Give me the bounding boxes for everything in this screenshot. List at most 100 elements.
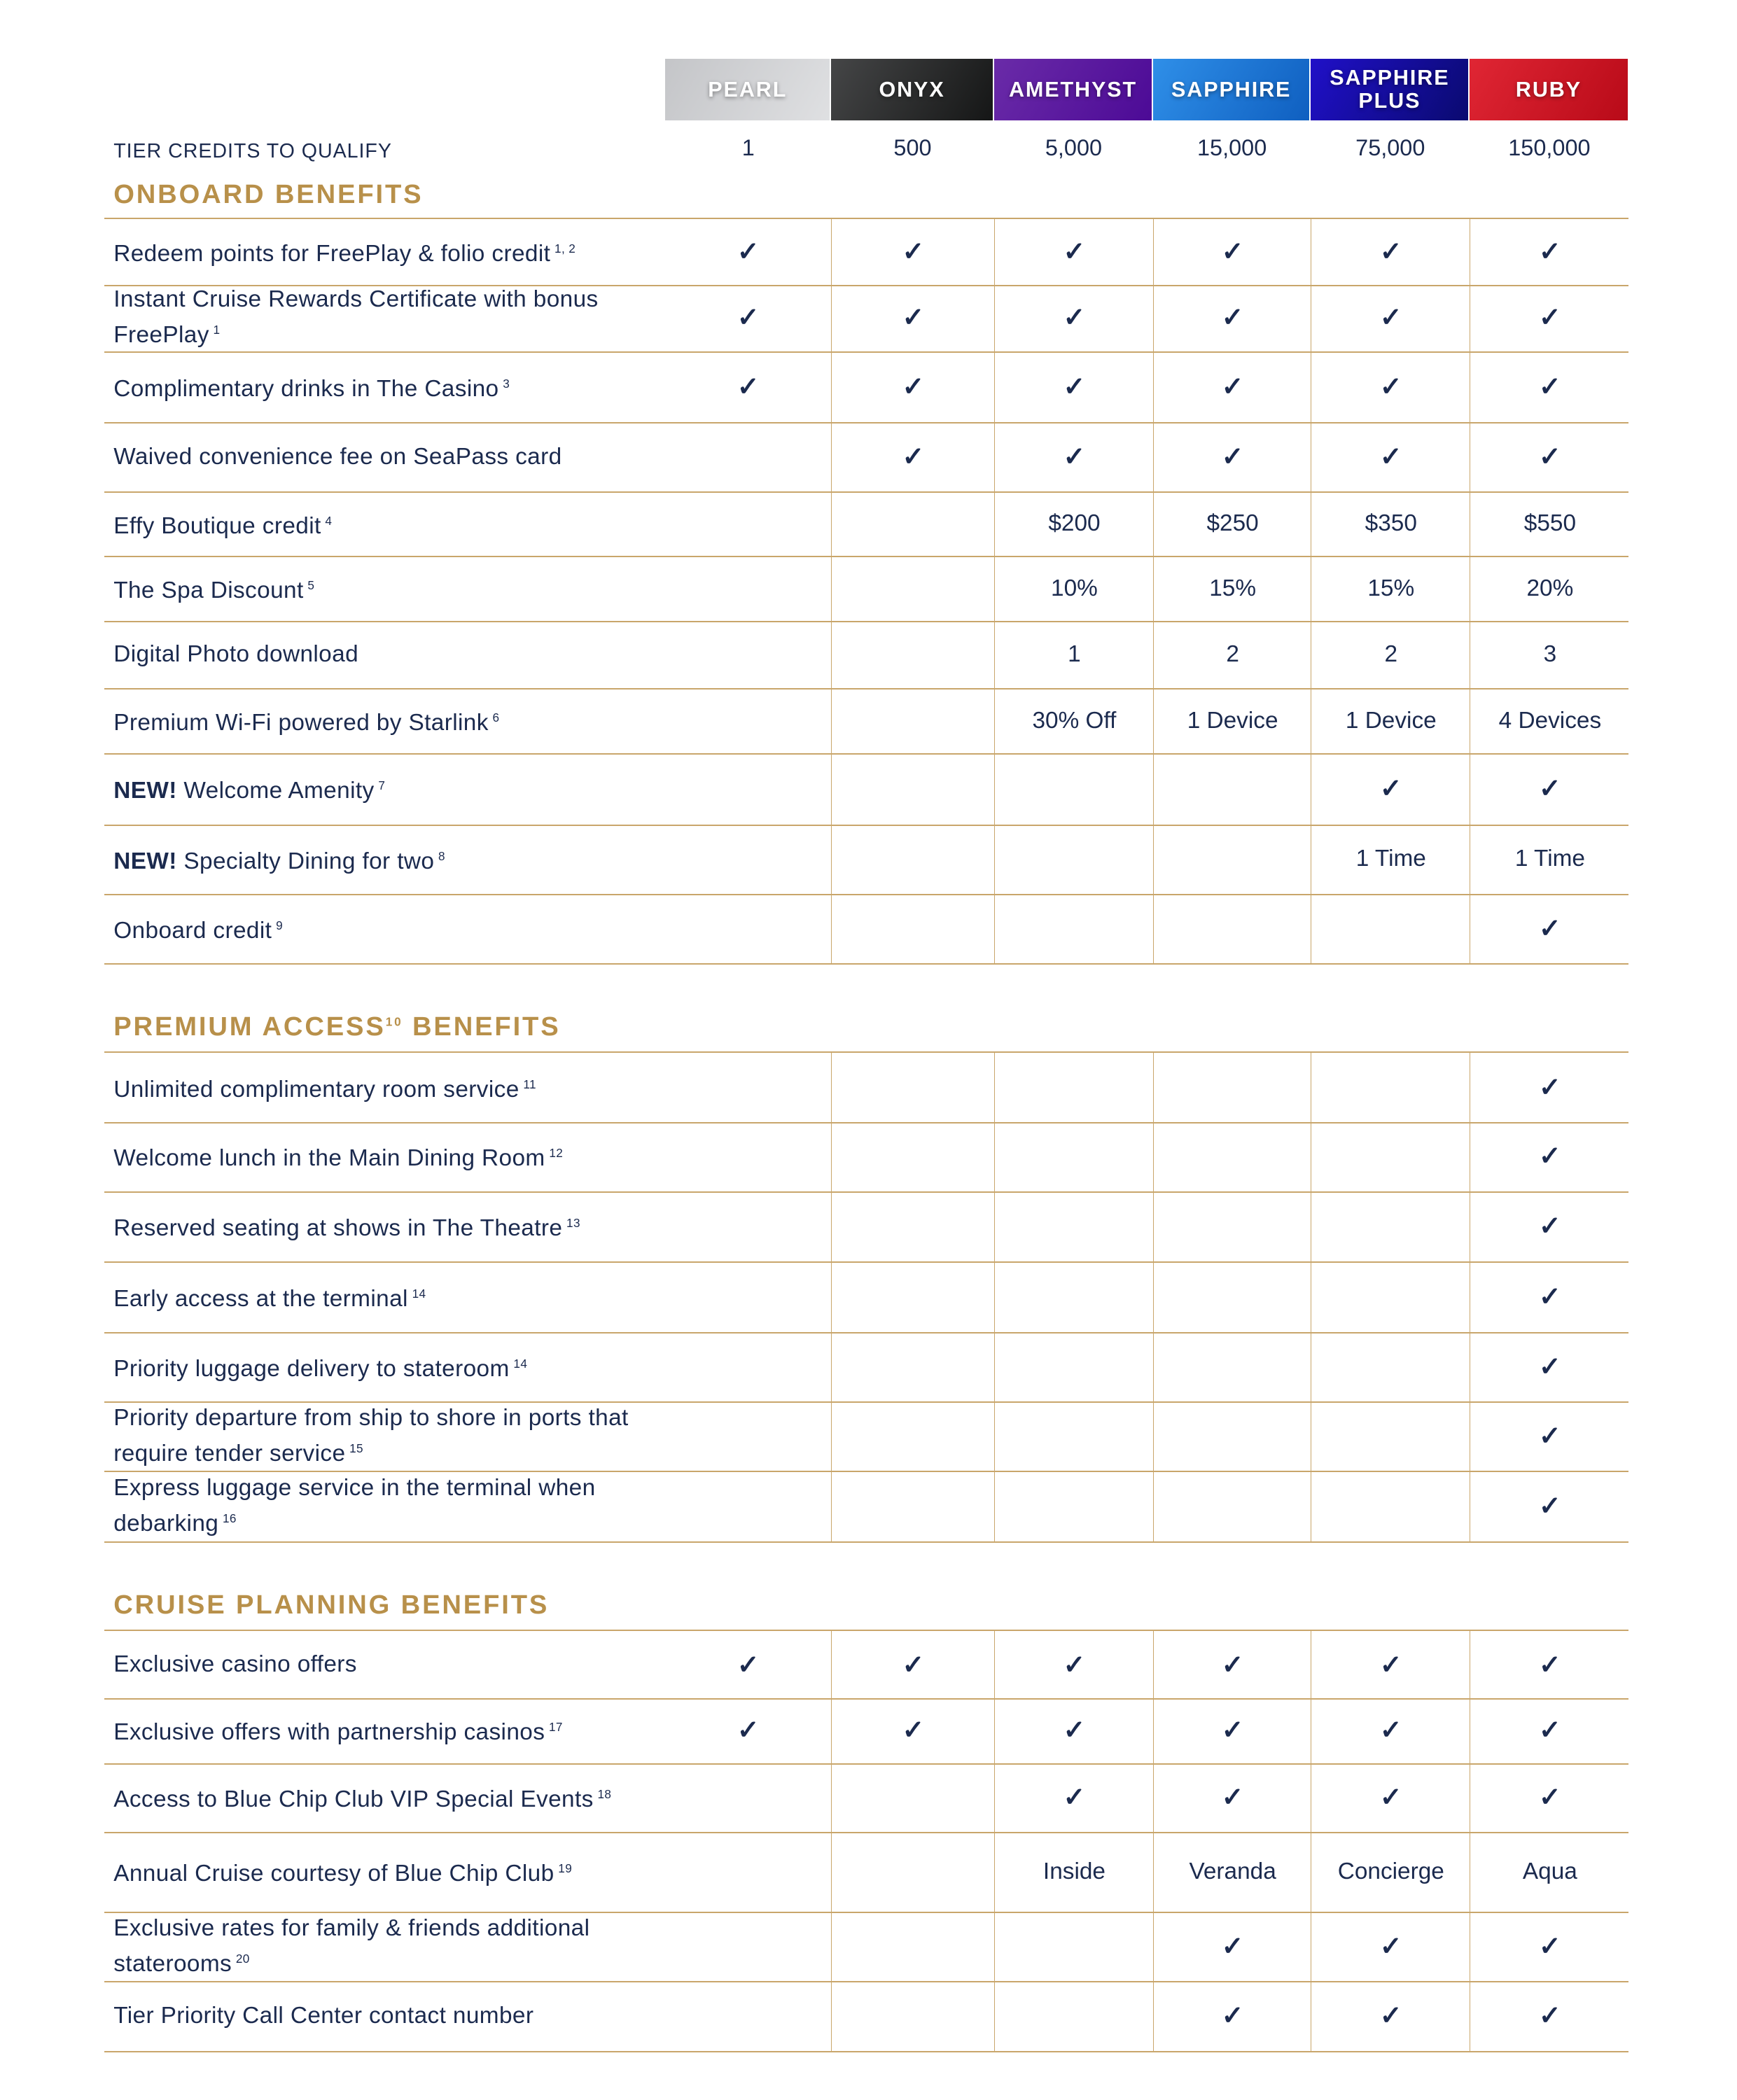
footnote-ref: 9 <box>276 918 283 932</box>
footnote-ref: 19 <box>558 1861 573 1876</box>
check-icon: ✓ <box>1470 1981 1629 2051</box>
check-icon: ✓ <box>1311 753 1470 825</box>
tier-credits: 150,000 <box>1508 134 1591 160</box>
tier-value <box>665 1981 831 2050</box>
benefit-text: Priority luggage delivery to stateroom 14 <box>113 1349 527 1385</box>
tier-value <box>993 753 1154 825</box>
check-icon: ✓ <box>737 302 760 332</box>
table-row: Complimentary drinks in The Casino 3 ✓ ✓ ✓ ✓ ✓… <box>104 351 1629 424</box>
table-row: Effy Boutique credit 4 $200 $250 $350 $550 <box>104 491 1629 557</box>
table-row: Early access at the terminal 14 ✓ <box>104 1261 1629 1334</box>
tier-value <box>1311 1471 1470 1542</box>
check-icon: ✓ <box>1311 1631 1470 1698</box>
footnote-ref: 14 <box>513 1356 528 1371</box>
benefit-label: Express luggage service in the terminal … <box>113 1471 688 1541</box>
check-icon: ✓ <box>1470 351 1629 423</box>
benefit-name: The Spa Discount <box>113 578 304 604</box>
table-row: Annual Cruise courtesy of Blue Chip Club… <box>104 1831 1629 1914</box>
benefit-label: Instant Cruise Rewards Certificate with … <box>113 284 688 351</box>
tier-value <box>665 422 831 491</box>
tier-header-pearl: PEARL <box>665 58 830 120</box>
check-icon: ✓ <box>993 1631 1154 1698</box>
benefit-label: Exclusive casino offers <box>113 1631 688 1698</box>
table-row: Reserved seating at shows in The Theatre… <box>104 1191 1629 1263</box>
check-icon: ✓ <box>1153 283 1311 351</box>
check-icon: ✓ <box>1470 1121 1629 1192</box>
footnote-ref: 11 <box>523 1077 536 1092</box>
check-icon: ✓ <box>737 1714 760 1745</box>
credits-label: TIER CREDITS TO QUALIFY <box>113 140 392 163</box>
footnote-ref: 6 <box>492 710 500 725</box>
check-icon: ✓ <box>993 1763 1154 1832</box>
tier-value: 4 Devices <box>1470 687 1629 754</box>
table-row: The Spa Discount 5 10% 15% 15% 20% <box>104 555 1629 623</box>
tier-value: Inside <box>993 1831 1154 1912</box>
check-icon: ✓ <box>831 422 995 492</box>
check-icon: ✓ <box>1311 1981 1470 2051</box>
benefit-name: Effy Boutique credit <box>113 512 321 539</box>
check-icon: ✓ <box>1470 1052 1629 1123</box>
tier-value <box>831 1191 995 1261</box>
benefit-name: Priority luggage delivery to stateroom <box>113 1356 510 1382</box>
table-row: Welcome lunch in the Main Dining Room 12 ✓ <box>104 1121 1629 1194</box>
check-icon: ✓ <box>1470 1401 1629 1471</box>
footnote-ref: 5 <box>307 578 315 593</box>
tier-value <box>665 1471 831 1541</box>
tier-value <box>993 1191 1154 1261</box>
check-icon: ✓ <box>831 351 995 423</box>
check-icon: ✓ <box>737 371 760 402</box>
check-icon: ✓ <box>1470 1331 1629 1401</box>
tier-value <box>1311 1401 1470 1471</box>
benefit-name: Welcome Amenity <box>183 778 375 804</box>
tier-value: Veranda <box>1153 1831 1311 1912</box>
tier-value <box>665 1332 831 1401</box>
benefit-label: NEW! Specialty Dining for two 8 <box>113 825 688 894</box>
tier-header-onyx: ONYX <box>831 58 993 120</box>
tier-credits: 1 <box>741 134 755 160</box>
check-icon: ✓ <box>1153 422 1311 492</box>
footnote-ref: 17 <box>549 1719 563 1734</box>
benefit-text: Tier Priority Call Center contact number <box>113 2001 533 2031</box>
tier-value <box>1311 1261 1470 1332</box>
tier-value: 1 <box>993 621 1154 688</box>
benefit-label: Welcome lunch in the Main Dining Room 12 <box>113 1121 688 1191</box>
benefit-label: Exclusive offers with partnership casino… <box>113 1697 688 1763</box>
benefit-label: Exclusive rates for family & friends add… <box>113 1912 688 1981</box>
tier-value <box>993 1471 1154 1542</box>
benefit-label: Unlimited complimentary room service 11 <box>113 1053 688 1122</box>
check-icon: ✓ <box>737 237 760 267</box>
benefit-text: Reserved seating at shows in The Theatre… <box>113 1208 580 1244</box>
check-icon: ✓ <box>1153 219 1311 285</box>
table-row: Exclusive offers with partnership casino… <box>104 1696 1629 1765</box>
tier-value <box>831 824 995 894</box>
benefit-label: Annual Cruise courtesy of Blue Chip Club… <box>113 1832 688 1912</box>
tier-value <box>665 688 831 754</box>
table-row: Waived convenience fee on SeaPass card ✓ ✓… <box>104 422 1629 493</box>
tier-value <box>665 1191 831 1261</box>
tier-value <box>831 1912 995 1982</box>
benefit-text: Onboard credit 9 <box>113 911 283 946</box>
tier-value: 15% <box>1153 555 1311 622</box>
tier-value <box>993 1401 1154 1471</box>
tier-value <box>665 491 831 556</box>
tier-value: Aqua <box>1470 1831 1629 1912</box>
benefit-text: Welcome lunch in the Main Dining Room 12 <box>113 1138 563 1174</box>
tier-value <box>831 555 995 622</box>
benefit-name: Access to Blue Chip Club VIP Special Eve… <box>113 1786 594 1813</box>
tier-value <box>1311 1191 1470 1261</box>
tier-value: 1 Time <box>1470 824 1629 894</box>
benefit-text: The Spa Discount 5 <box>113 570 314 606</box>
tier-value <box>1153 1471 1311 1542</box>
check-icon: ✓ <box>1470 1696 1629 1764</box>
tier-value <box>665 894 831 963</box>
footnote-ref: 18 <box>597 1787 612 1802</box>
tier-header-ruby: RUBY <box>1470 58 1628 120</box>
check-icon: ✓ <box>1153 1631 1311 1698</box>
tier-value <box>993 1261 1154 1332</box>
tier-value <box>1153 1261 1311 1332</box>
tier-value <box>831 1052 995 1123</box>
section-heading: CRUISE PLANNING BENEFITS <box>113 1590 549 1620</box>
check-icon: ✓ <box>737 1649 760 1680</box>
benefit-text: Early access at the terminal 14 <box>113 1279 426 1315</box>
